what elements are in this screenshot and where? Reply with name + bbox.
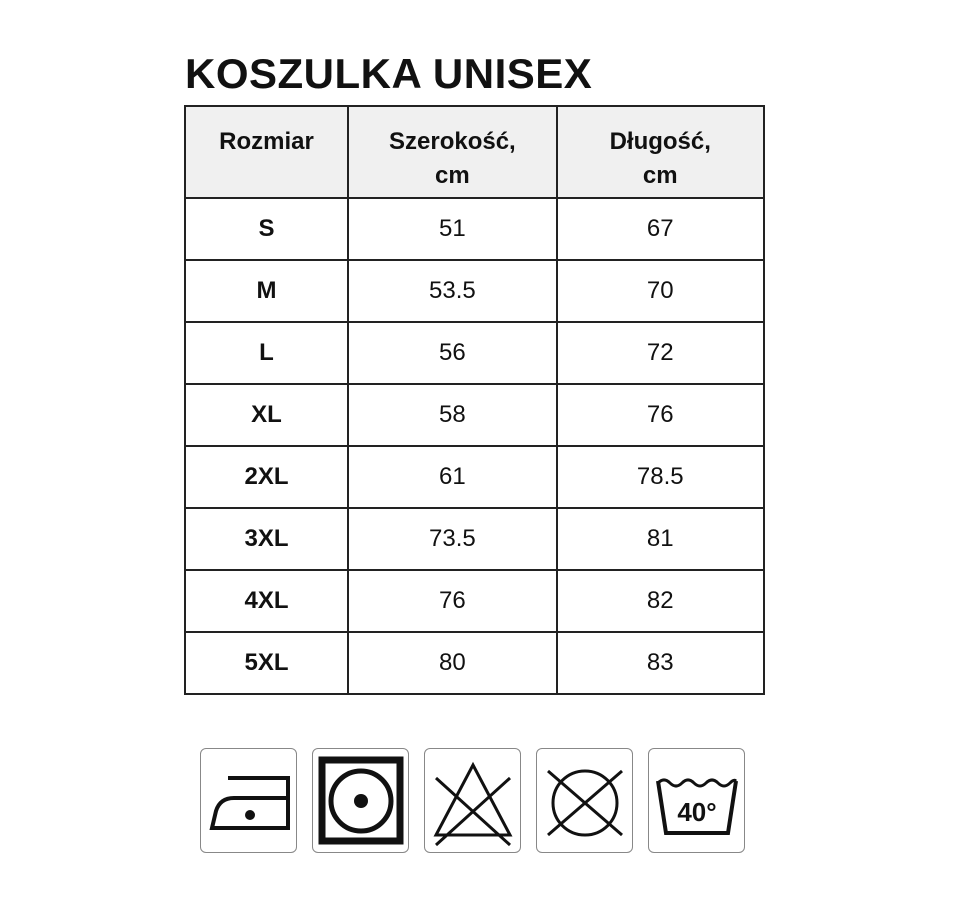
width-cell: 56 bbox=[347, 321, 558, 385]
table-row: S 51 67 bbox=[184, 197, 765, 261]
size-table: Rozmiar Szerokość, cm Długość, cm S 51 67 M… bbox=[184, 105, 765, 695]
width-cell: 80 bbox=[347, 631, 558, 695]
width-cell: 61 bbox=[347, 445, 558, 509]
length-cell: 76 bbox=[555, 383, 765, 447]
size-cell: 5XL bbox=[184, 631, 349, 695]
header-size: Rozmiar bbox=[184, 105, 349, 199]
length-cell: 78.5 bbox=[555, 445, 765, 509]
width-cell: 58 bbox=[347, 383, 558, 447]
table-row: 4XL 76 82 bbox=[184, 569, 765, 633]
tumble-dry-icon bbox=[312, 748, 409, 853]
size-cell: L bbox=[184, 321, 349, 385]
header-length: Długość, cm bbox=[555, 105, 765, 199]
size-cell: 2XL bbox=[184, 445, 349, 509]
iron-low-temperature-icon bbox=[200, 748, 297, 853]
size-cell: XL bbox=[184, 383, 349, 447]
table-row: 3XL 73.5 81 bbox=[184, 507, 765, 571]
width-cell: 76 bbox=[347, 569, 558, 633]
wash-40-icon: 40° bbox=[648, 748, 745, 853]
size-cell: S bbox=[184, 197, 349, 261]
length-cell: 83 bbox=[555, 631, 765, 695]
width-cell: 53.5 bbox=[347, 259, 558, 323]
width-cell: 73.5 bbox=[347, 507, 558, 571]
width-cell: 51 bbox=[347, 197, 558, 261]
table-row: M 53.5 70 bbox=[184, 259, 765, 323]
length-cell: 82 bbox=[555, 569, 765, 633]
size-cell: 3XL bbox=[184, 507, 349, 571]
size-cell: 4XL bbox=[184, 569, 349, 633]
table-row: L 56 72 bbox=[184, 321, 765, 385]
length-cell: 72 bbox=[555, 321, 765, 385]
table-row: XL 58 76 bbox=[184, 383, 765, 447]
wash-temperature-label: 40° bbox=[677, 797, 716, 827]
page-title: KOSZULKA UNISEX bbox=[185, 50, 593, 97]
table-row: 5XL 80 83 bbox=[184, 631, 765, 695]
header-width: Szerokość, cm bbox=[347, 105, 558, 199]
size-cell: M bbox=[184, 259, 349, 323]
table-row: 2XL 61 78.5 bbox=[184, 445, 765, 509]
do-not-dry-clean-icon bbox=[536, 748, 633, 853]
table-header-row: Rozmiar Szerokość, cm Długość, cm bbox=[184, 105, 765, 199]
length-cell: 70 bbox=[555, 259, 765, 323]
length-cell: 67 bbox=[555, 197, 765, 261]
length-cell: 81 bbox=[555, 507, 765, 571]
do-not-bleach-icon bbox=[424, 748, 521, 853]
care-icons: 40° bbox=[200, 748, 745, 853]
